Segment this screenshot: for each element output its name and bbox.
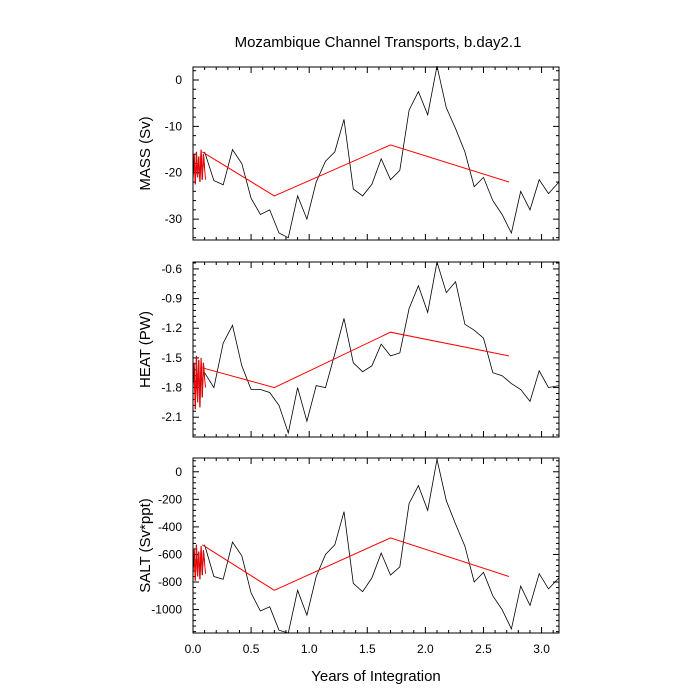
- heat-plot-frame: [192, 261, 560, 438]
- mass-y-tick-label: -30: [165, 212, 183, 226]
- heat-trend-line: [202, 331, 510, 389]
- salt-y-tick-label: -1000: [151, 603, 182, 617]
- heat-y-tick-label: -0.9: [161, 292, 182, 306]
- x-tick-label: 1.5: [359, 642, 376, 656]
- salt-y-tick-label: -400: [158, 520, 182, 534]
- x-tick-label: 1.0: [301, 642, 318, 656]
- heat-panel: -2.1 -1.8 -1.5 -1.2 -0.9 -0.6 HEAT (PW): [137, 261, 560, 438]
- heat-y-tick-label: -1.5: [161, 351, 182, 365]
- salt-y-tick-label: -200: [158, 492, 182, 506]
- salt-trend-line: [202, 537, 510, 591]
- mass-y-axis-label: MASS (Sv): [137, 116, 154, 190]
- salt-y-tick-label: -800: [158, 575, 182, 589]
- mass-annual-line: [204, 66, 560, 239]
- chart-title: Mozambique Channel Transports, b.day2.1: [235, 34, 522, 51]
- mass-plot-frame: [192, 66, 560, 241]
- mass-monthly-red-line: [193, 149, 207, 185]
- x-tick-label: 0.5: [243, 642, 260, 656]
- salt-annual-line: [204, 459, 560, 634]
- x-tick-label: 2.0: [417, 642, 434, 656]
- heat-y-tick-label: -1.8: [161, 381, 182, 395]
- x-tick-label: 0.0: [185, 642, 202, 656]
- x-axis-label: Years of Integration: [311, 668, 441, 685]
- mass-panel: -30 -20 -10 0 MASS (Sv): [137, 66, 560, 241]
- heat-annual-line: [204, 261, 560, 435]
- mass-y-tick-label: -10: [165, 119, 183, 133]
- salt-panel: -1000 -800 -600 -400 -200 0 SALT (Sv*ppt) 0.0 0.…: [137, 457, 560, 656]
- salt-y-axis-label: SALT (Sv*ppt): [137, 498, 154, 592]
- mass-trend-line: [202, 144, 510, 197]
- x-tick-label: 2.5: [475, 642, 492, 656]
- salt-y-tick-label: -600: [158, 547, 182, 561]
- heat-y-tick-label: -2.1: [161, 410, 182, 424]
- salt-y-tick-label: 0: [175, 465, 182, 479]
- x-tick-label: 3.0: [533, 642, 550, 656]
- heat-y-tick-label: -1.2: [161, 321, 182, 335]
- heat-y-axis-label: HEAT (PW): [137, 311, 154, 388]
- mass-y-tick-label: -20: [165, 166, 183, 180]
- heat-y-tick-label: -0.6: [161, 262, 182, 276]
- salt-plot-frame: [192, 457, 560, 634]
- salt-monthly-red-line: [193, 544, 207, 581]
- mass-y-tick-label: 0: [175, 73, 182, 87]
